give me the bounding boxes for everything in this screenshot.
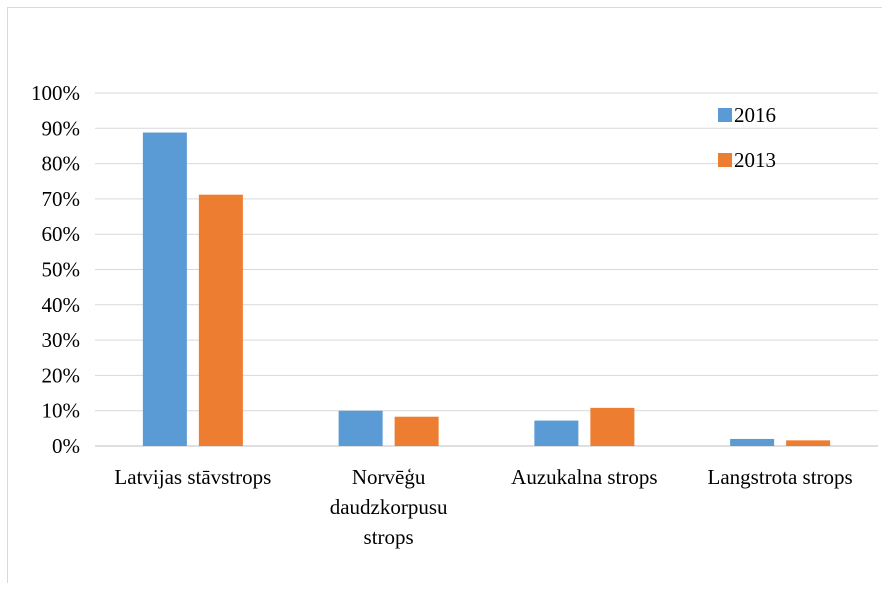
bar-2016 [142,132,187,446]
y-tick-label: 20% [42,363,81,387]
y-tick-label: 10% [42,399,81,423]
y-tick-label: 60% [42,222,81,246]
y-tick-label: 80% [42,152,81,176]
bar-2013 [590,407,635,446]
y-tick-label: 90% [42,116,81,140]
bar-2016 [534,420,579,446]
x-tick-label: Latvijas stāvstrops [114,465,271,489]
bar-2013 [786,440,831,446]
legend-label: 2016 [734,103,776,127]
x-tick-label: Norvēģu [352,465,426,489]
y-tick-label: 0% [52,434,80,458]
x-tick-label: Langstrota strops [708,465,853,489]
y-tick-label: 70% [42,187,81,211]
y-tick-label: 40% [42,293,81,317]
x-tick-label: daudzkorpusu [330,495,448,519]
bar-2013 [198,194,243,446]
x-tick-label: Auzukalna strops [511,465,657,489]
legend-swatch-2016 [718,108,732,122]
legend-label: 2013 [734,148,776,172]
legend-swatch-2013 [718,153,732,167]
bar-2016 [730,438,775,446]
y-tick-label: 50% [42,258,81,282]
bar-2016 [338,410,383,446]
bar-2013 [394,416,439,446]
x-tick-label: strops [364,525,414,549]
y-tick-label: 30% [42,328,81,352]
y-tick-label: 100% [31,81,80,105]
